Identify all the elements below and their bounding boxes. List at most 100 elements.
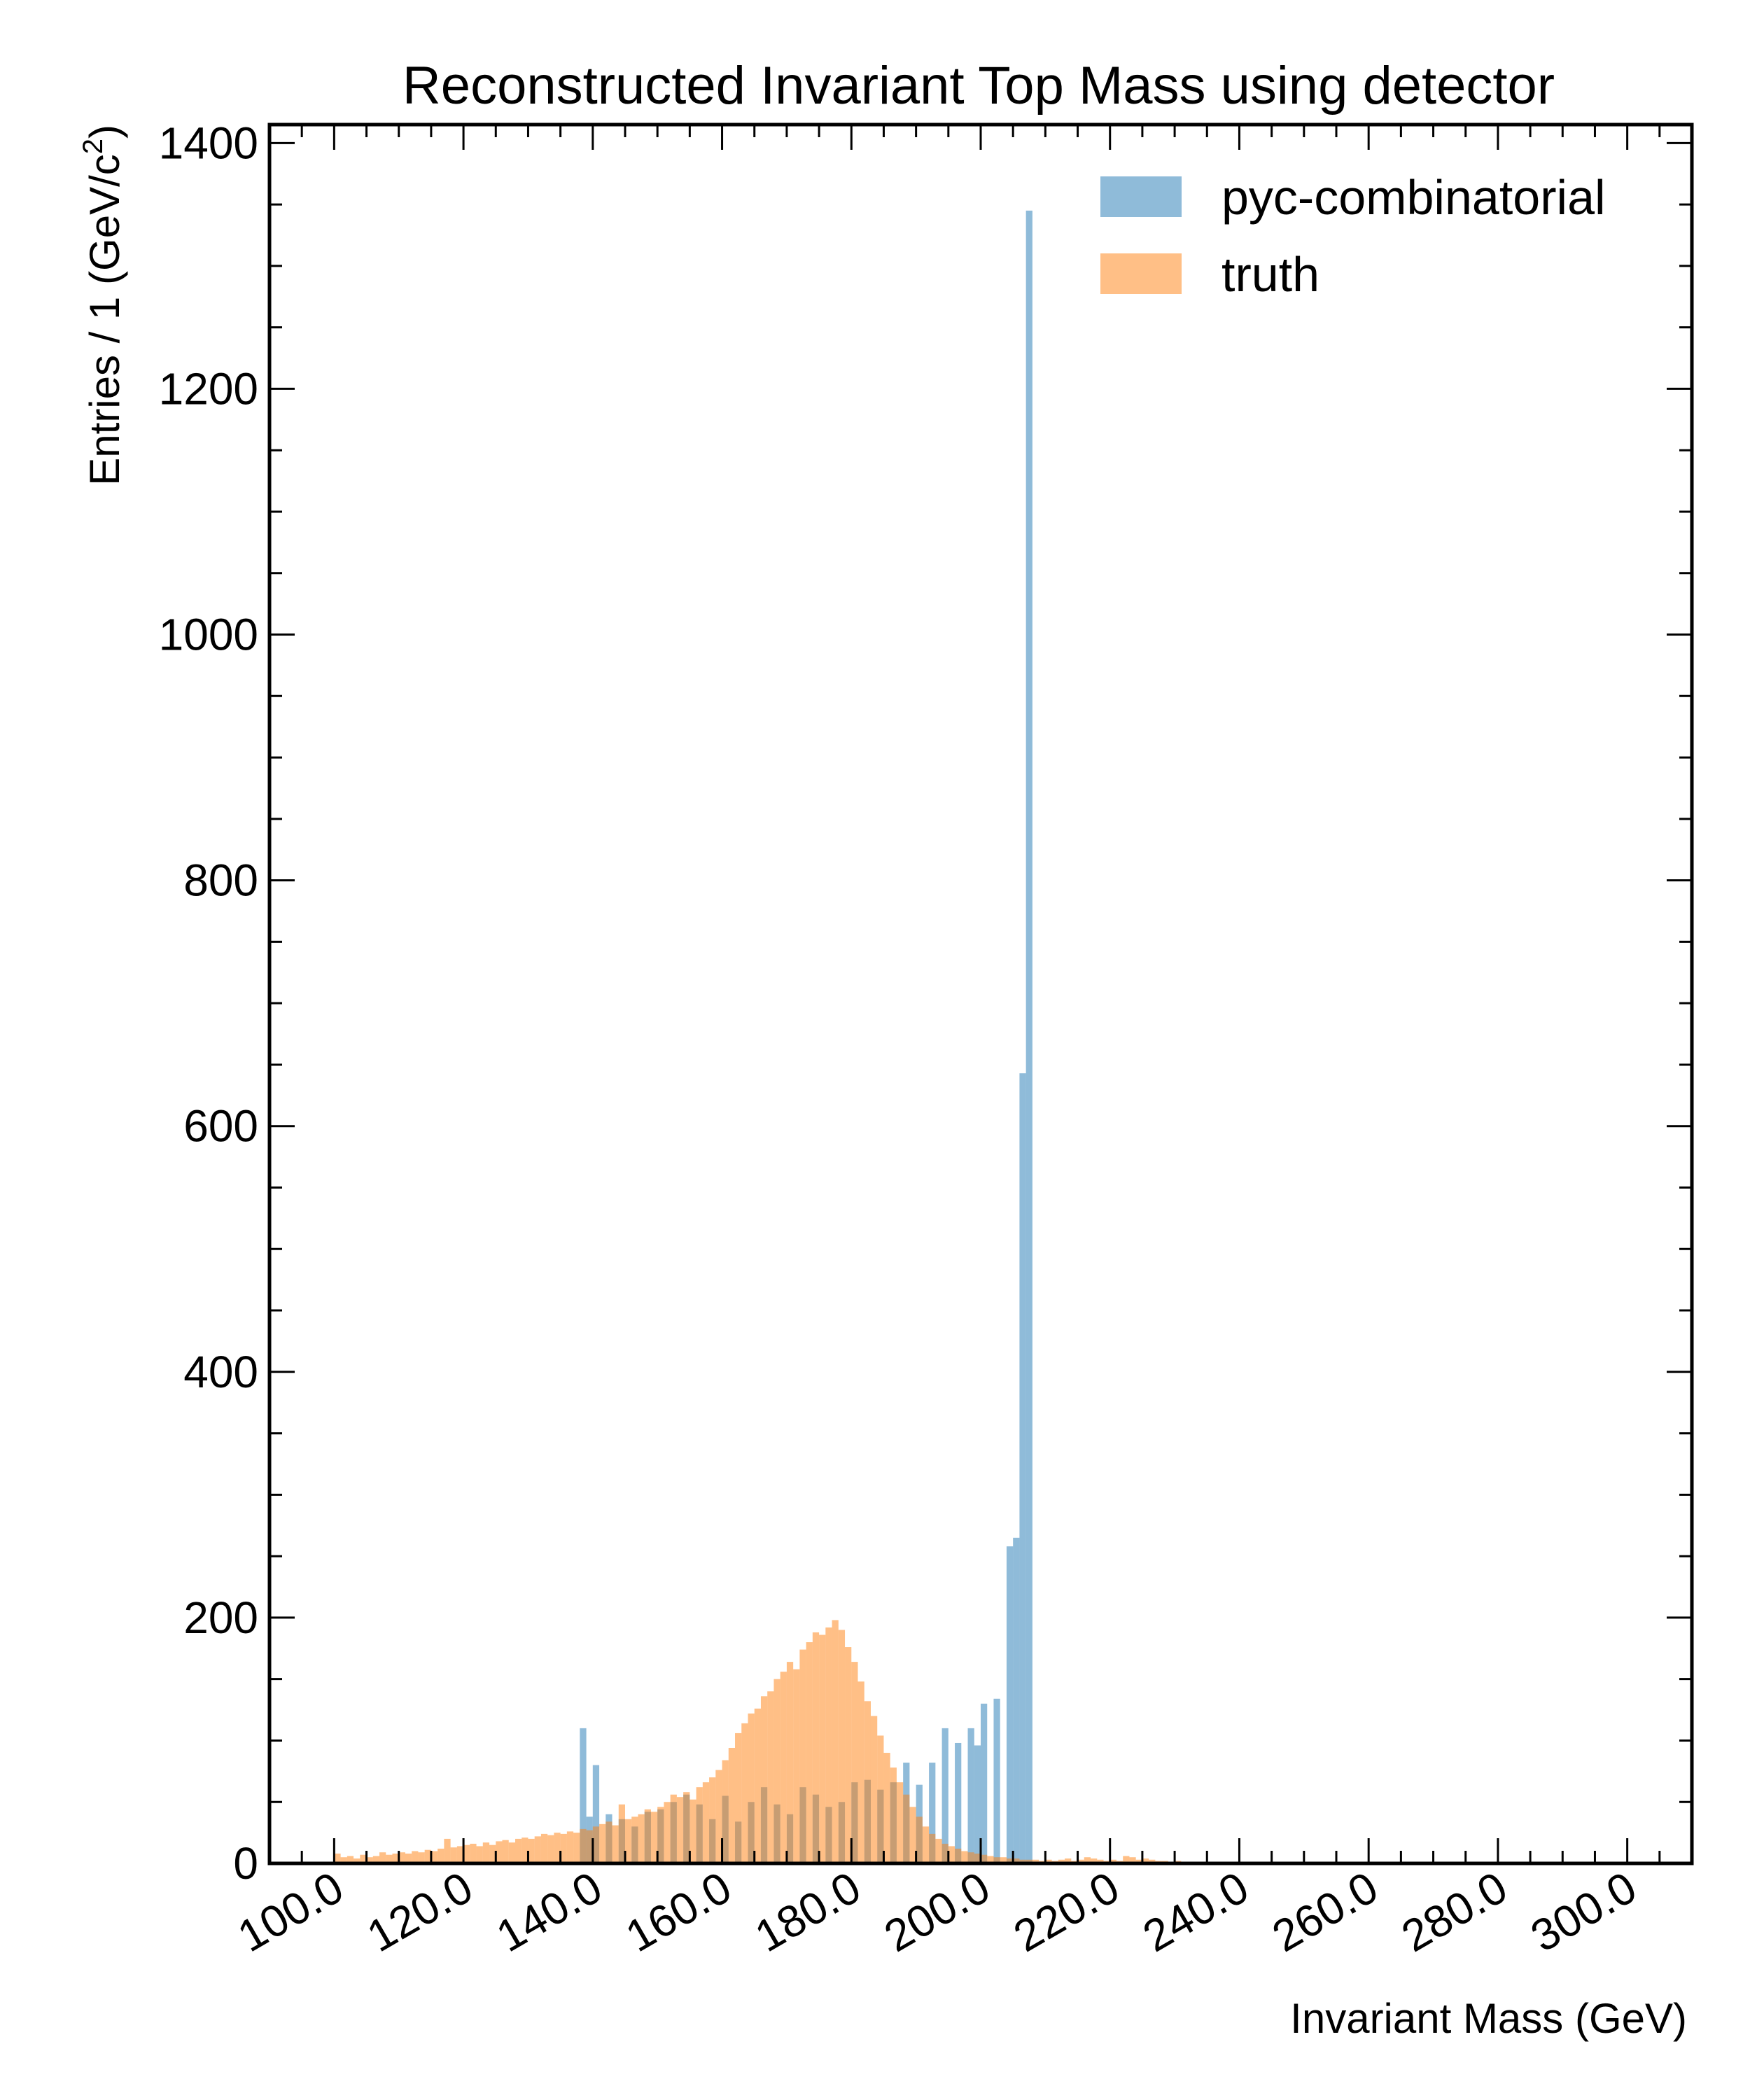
bar-truth-156 — [696, 1787, 703, 1863]
bar-truth-159 — [715, 1770, 722, 1863]
bar-truth-107 — [379, 1852, 386, 1863]
bar-truth-161 — [728, 1747, 736, 1863]
bar-truth-110 — [398, 1852, 405, 1863]
bar-pyc-combinatorial-194 — [941, 1728, 948, 1863]
bar-truth-142 — [606, 1821, 612, 1863]
bar-truth-186 — [890, 1768, 897, 1863]
bar-truth-225 — [1142, 1858, 1149, 1863]
bar-truth-141 — [599, 1823, 606, 1863]
bar-truth-134 — [554, 1833, 561, 1863]
bar-truth-133 — [547, 1835, 554, 1863]
y-tick-label: 0 — [233, 1838, 258, 1889]
bar-truth-121 — [470, 1843, 477, 1863]
bar-truth-150 — [657, 1807, 664, 1863]
bar-truth-106 — [372, 1856, 380, 1863]
bar-truth-215 — [1077, 1859, 1084, 1863]
bar-truth-122 — [476, 1846, 483, 1863]
bar-truth-102 — [346, 1856, 354, 1863]
bar-truth-179 — [845, 1647, 852, 1863]
plot-area — [334, 210, 1667, 1864]
bar-truth-118 — [450, 1847, 457, 1863]
bar-truth-137 — [573, 1833, 580, 1863]
bar-truth-100 — [334, 1853, 341, 1863]
bar-pyc-combinatorial-206 — [1019, 1073, 1026, 1863]
bar-truth-105 — [366, 1857, 373, 1863]
bar-truth-154 — [683, 1792, 690, 1863]
bar-truth-171 — [793, 1669, 800, 1863]
bar-truth-200 — [981, 1854, 988, 1863]
y-axis-label: Entries / 1 (GeV/c2) — [78, 125, 128, 486]
chart-title: Reconstructed Invariant Top Mass using d… — [402, 56, 1555, 115]
bar-truth-147 — [638, 1814, 645, 1863]
bar-truth-155 — [690, 1799, 696, 1863]
bar-truth-114 — [424, 1849, 431, 1863]
bar-truth-212 — [1058, 1859, 1065, 1863]
bar-truth-130 — [528, 1838, 535, 1863]
bar-truth-126 — [502, 1840, 509, 1863]
bar-truth-208 — [1032, 1859, 1040, 1863]
bar-truth-138 — [580, 1828, 587, 1863]
bar-truth-191 — [922, 1826, 930, 1863]
bar-truth-218 — [1097, 1859, 1104, 1863]
bar-truth-152 — [670, 1794, 677, 1863]
bar-truth-187 — [896, 1782, 904, 1863]
bar-truth-153 — [676, 1797, 684, 1863]
bar-truth-119 — [456, 1846, 464, 1863]
legend-label-truth: truth — [1222, 247, 1320, 302]
bar-pyc-combinatorial-138 — [580, 1728, 587, 1863]
bar-truth-132 — [540, 1833, 548, 1863]
bar-truth-112 — [412, 1851, 419, 1863]
bar-truth-178 — [838, 1630, 846, 1863]
bar-truth-216 — [1084, 1857, 1091, 1863]
bar-truth-140 — [592, 1826, 600, 1863]
bar-truth-223 — [1129, 1857, 1136, 1863]
bar-truth-210 — [1045, 1859, 1052, 1863]
bar-truth-115 — [430, 1851, 438, 1863]
bar-truth-202 — [993, 1857, 1000, 1863]
bar-truth-143 — [612, 1825, 619, 1863]
bar-truth-188 — [903, 1794, 910, 1863]
bar-truth-224 — [1135, 1859, 1142, 1863]
bar-truth-172 — [799, 1649, 806, 1863]
bar-pyc-combinatorial-207 — [1026, 210, 1032, 1864]
bar-truth-176 — [825, 1627, 832, 1863]
bar-truth-197 — [961, 1851, 968, 1863]
bar-truth-139 — [586, 1830, 593, 1863]
bar-truth-111 — [405, 1853, 412, 1863]
bar-truth-204 — [1006, 1858, 1014, 1863]
bar-truth-185 — [883, 1753, 890, 1863]
bar-truth-205 — [1013, 1858, 1020, 1863]
bar-truth-174 — [812, 1632, 820, 1863]
y-tick-label: 1400 — [159, 118, 258, 168]
bar-truth-169 — [780, 1672, 787, 1863]
bar-truth-113 — [418, 1852, 425, 1863]
bar-truth-181 — [858, 1681, 864, 1863]
y-tick-label: 1200 — [159, 363, 258, 414]
bar-truth-207 — [1026, 1859, 1032, 1863]
bar-truth-192 — [929, 1833, 936, 1863]
y-axis-label-close: ) — [81, 125, 128, 139]
bar-truth-117 — [444, 1838, 451, 1863]
bar-truth-103 — [354, 1858, 360, 1863]
bar-truth-193 — [935, 1838, 942, 1863]
bar-truth-217 — [1091, 1858, 1098, 1863]
bar-truth-136 — [566, 1831, 574, 1863]
bar-truth-163 — [741, 1723, 748, 1863]
y-axis: 0 200 400 600 800 1000 1200 1400 — [159, 118, 1692, 1889]
bar-truth-195 — [948, 1846, 955, 1863]
bar-pyc-combinatorial-202 — [993, 1698, 1000, 1863]
bar-truth-101 — [340, 1857, 347, 1863]
bar-truth-203 — [1000, 1857, 1007, 1863]
bar-truth-206 — [1019, 1859, 1026, 1863]
bar-truth-175 — [819, 1634, 826, 1863]
bar-truth-177 — [832, 1620, 839, 1863]
bar-pyc-combinatorial-140 — [592, 1765, 600, 1863]
bar-truth-151 — [664, 1802, 671, 1863]
series-truth — [334, 1620, 1667, 1863]
bar-truth-158 — [709, 1777, 716, 1863]
bar-truth-166 — [760, 1696, 768, 1863]
bar-truth-127 — [508, 1842, 515, 1863]
bar-truth-160 — [722, 1760, 729, 1863]
y-tick-label: 800 — [183, 855, 258, 906]
